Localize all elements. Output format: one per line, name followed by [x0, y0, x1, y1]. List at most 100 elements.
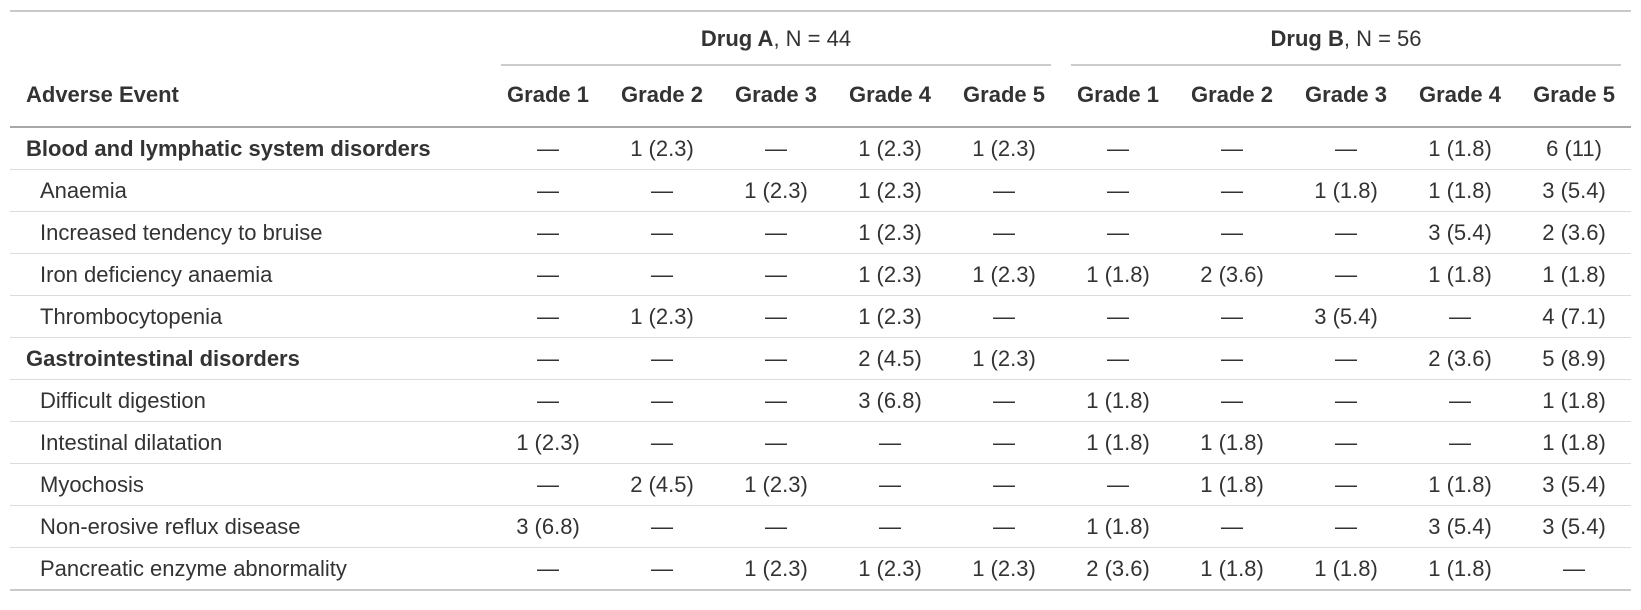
drug-a-grade-1-value: —: [491, 253, 605, 296]
table-row: Pancreatic enzyme abnormality — —1 (2.3) 1 …: [10, 547, 1632, 591]
drug-a-grade-4-value: 1 (2.3): [833, 295, 947, 338]
adverse-event-header: Adverse Event: [10, 66, 491, 128]
stub-spanner-spacer: [10, 11, 491, 66]
table-row: Iron deficiency anaemia — — —1 (2.3) 1 (2.3)…: [10, 253, 1632, 296]
drug-b-grade-2-value: —: [1175, 127, 1290, 170]
drug-a-grade-2-value: —: [605, 505, 719, 548]
drug-b-grade-1-value: —: [1061, 211, 1176, 254]
drug-b-grade-5-value: 1 (1.8): [1517, 253, 1632, 296]
drug-a-column-group: Drug A, N = 44: [491, 11, 1061, 66]
drug-b-grade-5-value: 3 (5.4): [1517, 505, 1632, 548]
drug-b-grade-2-value: —: [1175, 337, 1290, 380]
drug-b-grade-2-value: —: [1175, 379, 1290, 422]
drug-a-grade-2-header: Grade 2: [605, 66, 719, 128]
drug-a-grade-5-value: —: [947, 421, 1062, 464]
drug-a-grade-3-value: —: [719, 505, 833, 548]
drug-b-grade-3-value: —: [1289, 379, 1404, 422]
drug-b-grade-4-value: —: [1403, 421, 1518, 464]
drug-a-spanner-rule: [501, 64, 1052, 66]
drug-a-grade-4-value: 1 (2.3): [833, 127, 947, 170]
drug-a-grade-3-value: —: [719, 379, 833, 422]
drug-a-grade-4-value: —: [833, 463, 947, 506]
drug-a-grade-3-value: —: [719, 211, 833, 254]
drug-a-grade-5-value: 1 (2.3): [947, 127, 1062, 170]
drug-a-grade-4-value: 1 (2.3): [833, 253, 947, 296]
drug-b-grade-1-value: —: [1061, 169, 1176, 212]
drug-a-grade-3-value: —: [719, 253, 833, 296]
adverse-events-table: Drug A, N = 44 Drug B, N = 56 Adverse Ev…: [10, 10, 1632, 591]
drug-b-column-group: Drug B, N = 56: [1061, 11, 1631, 66]
drug-b-grade-5-value: 4 (7.1): [1517, 295, 1632, 338]
drug-a-group-title: Drug A, N = 44: [491, 26, 1061, 64]
column-header-row: Adverse Event Grade 1 Grade 2 Grade 3 Gr…: [10, 66, 1632, 128]
drug-a-grade-3-value: —: [719, 127, 833, 170]
drug-b-grade-4-value: 1 (1.8): [1403, 169, 1518, 212]
drug-b-grade-1-value: 2 (3.6): [1061, 547, 1176, 591]
table-row: Increased tendency to bruise — — —1 (2.3) — —…: [10, 211, 1632, 254]
drug-a-grade-3-value: 1 (2.3): [719, 169, 833, 212]
drug-a-grade-5-value: 1 (2.3): [947, 253, 1062, 296]
drug-a-grade-4-value: —: [833, 505, 947, 548]
event-row-label: Increased tendency to bruise: [10, 211, 491, 254]
drug-a-grade-5-header: Grade 5: [947, 66, 1062, 128]
drug-a-grade-1-value: —: [491, 169, 605, 212]
table-row: Intestinal dilatation 1 (2.3) — — — —1 (1.8) 1…: [10, 421, 1632, 464]
drug-a-grade-1-value: —: [491, 211, 605, 254]
drug-a-grade-2-value: —: [605, 547, 719, 591]
table-row: Gastrointestinal disorders — — —2 (4.5) 1 (2…: [10, 337, 1632, 380]
drug-b-grade-5-value: 1 (1.8): [1517, 379, 1632, 422]
drug-a-grade-5-value: —: [947, 463, 1062, 506]
drug-b-grade-4-value: —: [1403, 379, 1518, 422]
drug-a-grade-5-value: —: [947, 211, 1062, 254]
drug-b-spanner-rule: [1071, 64, 1622, 66]
drug-b-grade-1-value: —: [1061, 295, 1176, 338]
drug-b-grade-5-value: —: [1517, 547, 1632, 591]
drug-a-grade-5-value: 1 (2.3): [947, 547, 1062, 591]
drug-a-grade-2-value: —: [605, 379, 719, 422]
column-group-row: Drug A, N = 44 Drug B, N = 56: [10, 11, 1631, 66]
drug-b-grade-5-value: 3 (5.4): [1517, 463, 1632, 506]
drug-b-grade-5-value: 3 (5.4): [1517, 169, 1632, 212]
drug-a-grade-1-value: —: [491, 337, 605, 380]
drug-a-grade-1-value: —: [491, 127, 605, 170]
drug-a-grade-3-value: 1 (2.3): [719, 463, 833, 506]
table-row: Blood and lymphatic system disorders —1 (…: [10, 127, 1632, 170]
drug-b-grade-2-value: —: [1175, 505, 1290, 548]
drug-a-grade-1-value: —: [491, 547, 605, 591]
group-row-label: Blood and lymphatic system disorders: [10, 127, 491, 170]
event-row-label: Non-erosive reflux disease: [10, 505, 491, 548]
drug-a-grade-3-header: Grade 3: [719, 66, 833, 128]
drug-a-grade-1-header: Grade 1: [491, 66, 605, 128]
drug-a-grade-2-value: —: [605, 169, 719, 212]
event-row-label: Pancreatic enzyme abnormality: [10, 547, 491, 591]
drug-a-grade-3-value: —: [719, 337, 833, 380]
drug-b-grade-3-value: —: [1289, 211, 1404, 254]
adverse-events-report: Drug A, N = 44 Drug B, N = 56 Adverse Ev…: [10, 10, 1632, 591]
drug-b-n: , N = 56: [1343, 26, 1422, 51]
drug-b-grade-1-value: 1 (1.8): [1061, 253, 1176, 296]
table-body: Blood and lymphatic system disorders —1 (…: [10, 127, 1632, 591]
event-row-label: Intestinal dilatation: [10, 421, 491, 464]
drug-b-grade-5-value: 1 (1.8): [1517, 421, 1632, 464]
drug-b-grade-4-value: 2 (3.6): [1403, 337, 1518, 380]
drug-b-grade-2-header: Grade 2: [1175, 66, 1290, 128]
drug-b-grade-5-value: 5 (8.9): [1517, 337, 1632, 380]
drug-a-grade-1-value: 1 (2.3): [491, 421, 605, 464]
drug-b-grade-2-value: —: [1175, 169, 1290, 212]
drug-b-grade-5-value: 2 (3.6): [1517, 211, 1632, 254]
drug-a-grade-4-header: Grade 4: [833, 66, 947, 128]
event-row-label: Thrombocytopenia: [10, 295, 491, 338]
drug-b-grade-4-value: 1 (1.8): [1403, 127, 1518, 170]
drug-b-grade-3-header: Grade 3: [1289, 66, 1404, 128]
drug-a-n: , N = 44: [773, 26, 852, 51]
event-row-label: Iron deficiency anaemia: [10, 253, 491, 296]
drug-a-grade-3-value: 1 (2.3): [719, 547, 833, 591]
drug-a-grade-4-value: 1 (2.3): [833, 547, 947, 591]
drug-b-grade-2-value: 2 (3.6): [1175, 253, 1290, 296]
drug-b-grade-4-header: Grade 4: [1403, 66, 1518, 128]
drug-b-grade-1-header: Grade 1: [1061, 66, 1176, 128]
event-row-label: Myochosis: [10, 463, 491, 506]
drug-a-grade-3-value: —: [719, 421, 833, 464]
drug-b-grade-4-value: 1 (1.8): [1403, 253, 1518, 296]
drug-a-grade-4-value: 3 (6.8): [833, 379, 947, 422]
